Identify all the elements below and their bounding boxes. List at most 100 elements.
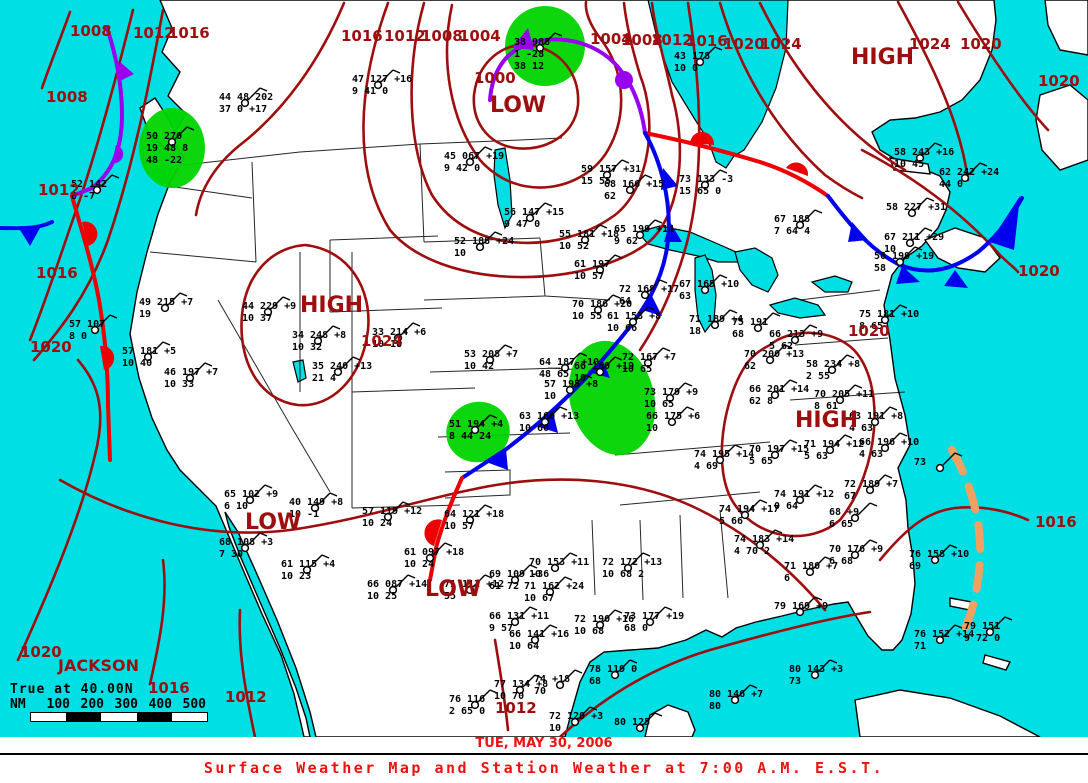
station-values: 8 61 [814,401,838,412]
station-values: 72 168 +17 [619,284,679,295]
cold-front-triangle [661,168,678,190]
wind-barb [400,322,414,336]
station-values: 66 141 +16 [509,629,569,640]
wind-barb [492,344,506,358]
wind-barb [390,501,404,515]
station-circle [805,567,815,577]
station-plot: 51 194 +48 44 24 [449,414,503,442]
isobar-line [238,608,257,737]
scale-tick: 100 [46,697,70,712]
isobar-label: 1000 [474,69,516,87]
station-values: 9 62 [614,236,638,247]
station-values: 57 181 +5 [122,346,176,357]
station-circle [865,485,875,495]
station-plot: 73 133 -315 65 0 [679,169,733,197]
station-values: 6 65 [829,519,853,530]
station-values: 10 57 [444,521,474,532]
wind-barb [532,202,546,216]
wind-barb [942,452,956,466]
station-values: 66 201 +14 [749,384,809,395]
isobars [16,0,1050,737]
station-values: 64 187 +10 [539,357,599,368]
station-plot: 65 102 +96 10 [224,484,278,512]
isobar-label: 1016 [1035,513,1077,531]
wind-barb [609,159,623,173]
station-plot: 73 179 +910 65 [644,382,698,410]
station-values: 65 102 +9 [224,489,278,500]
station-values: 58 243 +16 [894,147,954,158]
wind-barb [857,539,871,553]
station-values: 9 42 0 [444,163,480,174]
station-values: 37 0 +17 [219,104,267,115]
station-values: 10 40 [122,358,152,369]
station-values: 5 62 [769,341,793,352]
wind-barb-tick [186,126,195,131]
station-plot: 68 +96 65 [829,502,878,530]
precipitation-areas [139,6,656,463]
station-values: 66 213 +9 [769,329,823,340]
cuba [854,689,1041,737]
station-values: 10 64 [509,641,539,652]
wind-barb [647,279,661,293]
station-values: 10 25 [367,591,397,602]
scale-tick: 400 [148,697,172,712]
station-circle [595,620,605,630]
isobar-line [16,358,102,662]
wind-barb [842,384,856,398]
wind-barb [97,314,111,328]
station-plot: 61 115 +410 23 [281,554,335,582]
wind-barb-tick [809,324,818,329]
station-values: 57 119 +12 [362,506,422,517]
wind-barb-tick [949,544,958,549]
wind-barb [602,254,616,268]
isobar-label: 1016 [686,32,728,50]
station-values: 70 [534,686,546,697]
station-circle [510,575,520,585]
station-circle [880,443,890,453]
station-values: 67 [844,491,856,502]
station-circle [313,336,323,346]
wind-barb-tick [282,296,291,301]
station-circle [667,417,677,427]
low-pressure-label: LOW [425,577,481,602]
wind-barb [737,684,751,698]
station-values: 10 [884,244,896,255]
wind-barb-tick [264,484,273,489]
wind-barb-tick [111,174,120,179]
wind-barb [642,219,656,233]
warm-front-semicircle [690,131,715,145]
station-values: 35 240 +13 [312,361,372,372]
wind-barb-tick [402,501,411,506]
wind-barb [472,504,486,518]
lake-erie [768,297,827,319]
station-plot: 57 195 +810 [544,374,598,402]
isobar-label: 1004 [590,30,632,48]
station-values: 51 194 +4 [449,419,503,430]
station-circle [765,355,775,365]
wind-barb-tick [1004,616,1013,621]
station-circle [595,367,605,377]
station-values: 72 167 +7 [622,352,676,363]
station-plot: 80 125 [614,712,663,733]
wind-barb [380,69,394,83]
station-values: 71 112 +12 [444,579,504,590]
warm-front-semicircle [786,162,809,176]
wind-barb-tick [109,314,118,319]
station-values: 6 [784,573,790,584]
scale-unit: NM [10,697,26,712]
station-values: 73 [914,457,926,468]
station-values: 2 55 [806,371,830,382]
wind-barb-tick [494,231,503,236]
station-values: 9 72 0 [964,633,1000,644]
cold-front-triangle [990,196,1020,250]
station-circle [960,173,970,183]
wind-barb [477,414,491,428]
station-plot: 63 191 +84 63 [849,406,903,434]
station-plot: 44 229 +910 37 [242,296,296,324]
